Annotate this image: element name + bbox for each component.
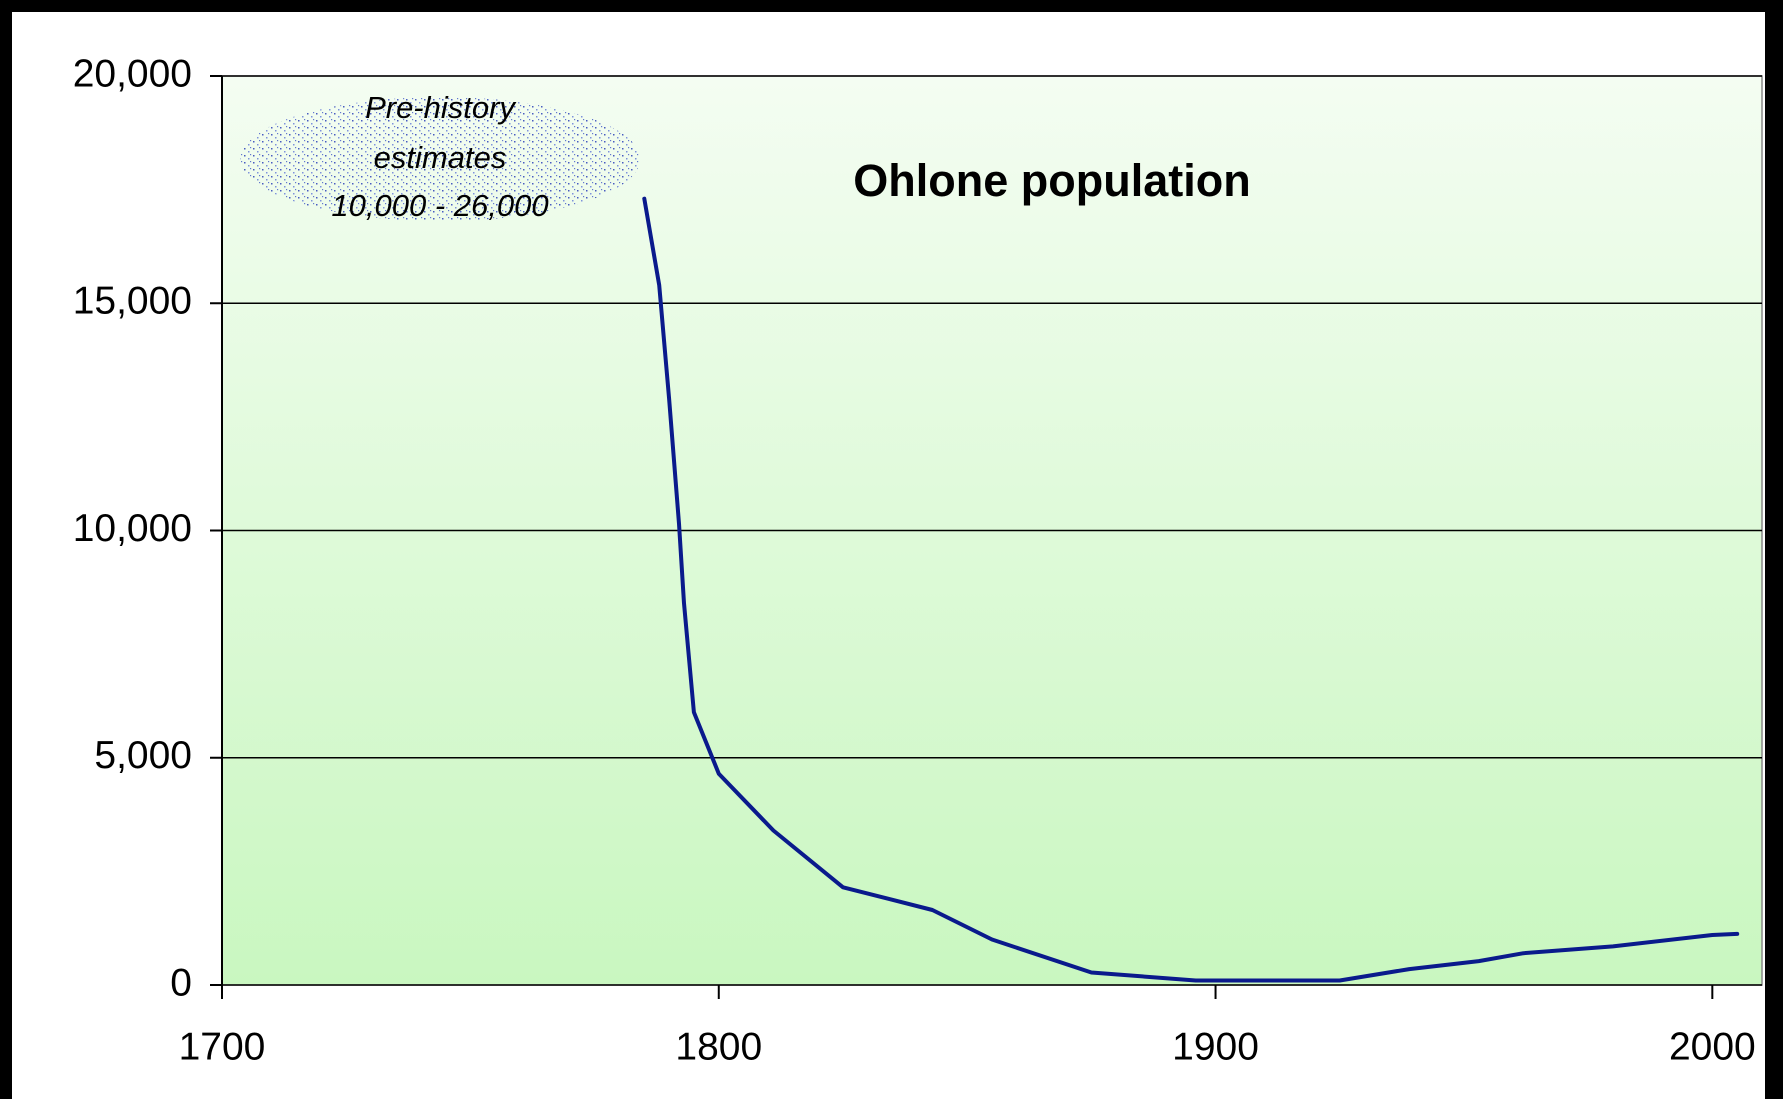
- annotation-line: 10,000 - 26,000: [331, 188, 548, 223]
- y-tick-label: 15,000: [73, 280, 192, 323]
- data-line: [642, 196, 1740, 983]
- x-tick-label: 1900: [1172, 1025, 1259, 1068]
- annotation-line: estimates: [374, 140, 507, 175]
- y-tick-label: 0: [170, 961, 192, 1004]
- annotation-cloud: [240, 97, 640, 221]
- x-tick-label: 2000: [1669, 1025, 1756, 1068]
- y-tick-label: 10,000: [73, 507, 192, 550]
- chart-title: Ohlone population: [853, 155, 1250, 206]
- y-tick-label: 5,000: [94, 734, 192, 777]
- annotation-line: Pre-history: [365, 90, 517, 125]
- x-tick-label: 1700: [179, 1025, 266, 1068]
- y-tick-label: 20,000: [73, 52, 192, 95]
- x-tick-label: 1800: [675, 1025, 762, 1068]
